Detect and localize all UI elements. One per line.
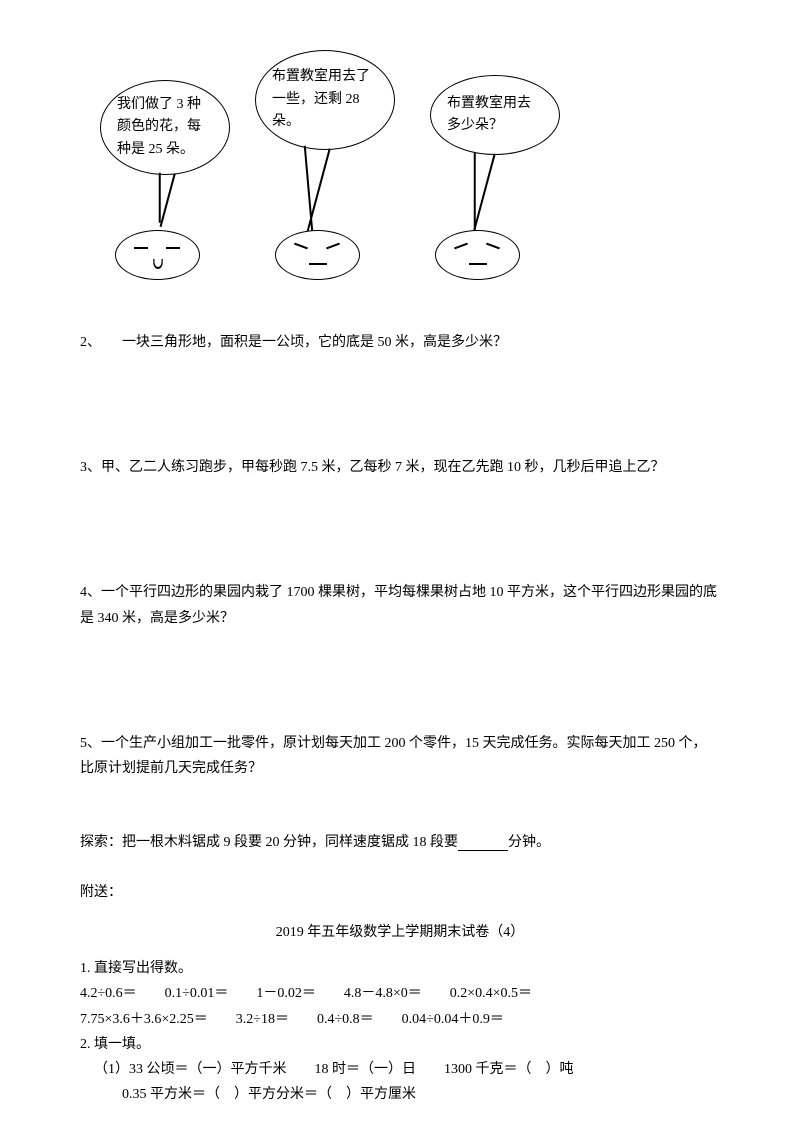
explore-blank (458, 835, 508, 851)
bubble-3-text: 布置教室用去多少朵？ (447, 93, 543, 138)
question-2: 2、 一块三角形地，面积是一公顷，它的底是 50 米，高是多少米？ (80, 330, 720, 355)
section-1-row-2: 7.75×3.6＋3.6×2.25＝ 3.2÷18＝ 0.4÷0.8＝ 0.04… (80, 1007, 720, 1032)
bubble-tail-1a (159, 173, 161, 223)
question-3: 3、甲、乙二人练习跑步，甲每秒跑 7.5 米，乙每秒 7 米，现在乙先跑 10 … (80, 455, 720, 480)
bubble-tail-1b (160, 174, 176, 228)
face3-eye-right (486, 243, 500, 250)
question-4: 4、一个平行四边形的果园内栽了 1700 棵果树，平均每棵果树占地 10 平方米… (80, 580, 720, 630)
exam-title: 2019 年五年级数学上学期期末试卷（4） (80, 921, 720, 941)
explore-suffix: 分钟。 (508, 835, 550, 850)
speech-bubble-3: 布置教室用去多少朵？ (430, 75, 560, 155)
speech-bubble-2: 布置教室用去了一些，还剩 28 朵。 (255, 50, 395, 150)
speech-bubble-dialogue: 我们做了 3 种颜色的花，每种是 25 朵。 布置教室用去了一些，还剩 28 朵… (80, 40, 720, 300)
bubble-tail-3b (472, 154, 495, 236)
appendix-label: 附送： (80, 881, 720, 901)
bubble-2-text: 布置教室用去了一些，还剩 28 朵。 (272, 66, 378, 133)
face3-eye-left (454, 243, 468, 250)
section-1-row-1: 4.2÷0.6＝ 0.1÷0.01＝ 1－0.02＝ 4.8－4.8×0＝ 0.… (80, 981, 720, 1006)
face-1 (115, 230, 200, 280)
bubble-1-text: 我们做了 3 种颜色的花，每种是 25 朵。 (117, 94, 213, 161)
question-5: 5、一个生产小组加工一批零件，原计划每天加工 200 个零件，15 天完成任务。… (80, 731, 720, 781)
section-2-header: 2. 填一填。 (80, 1032, 720, 1057)
face1-eye-left (134, 247, 148, 249)
face3-mouth (469, 263, 487, 265)
explore-question: 探索：把一根木料锯成 9 段要 20 分钟，同样速度锯成 18 段要 分钟。 (80, 831, 720, 851)
face1-mouth (153, 259, 163, 269)
face2-eye-left (294, 243, 308, 250)
face-2 (275, 230, 360, 280)
explore-prefix: 探索：把一根木料锯成 9 段要 20 分钟，同样速度锯成 18 段要 (80, 835, 458, 850)
section-2-row-2: 0.35 平方米＝（ ）平方分米＝（ ）平方厘米 (80, 1082, 720, 1107)
speech-bubble-1: 我们做了 3 种颜色的花，每种是 25 朵。 (100, 80, 230, 175)
face2-mouth (309, 263, 327, 265)
section-2-row-1: （1）33 公顷＝（一）平方千米 18 时＝（一）日 1300 千克＝（ ）吨 (80, 1057, 720, 1082)
face2-eye-right (326, 243, 340, 250)
face-3 (435, 230, 520, 280)
section-1-header: 1. 直接写出得数。 (80, 956, 720, 981)
face1-eye-right (166, 247, 180, 249)
